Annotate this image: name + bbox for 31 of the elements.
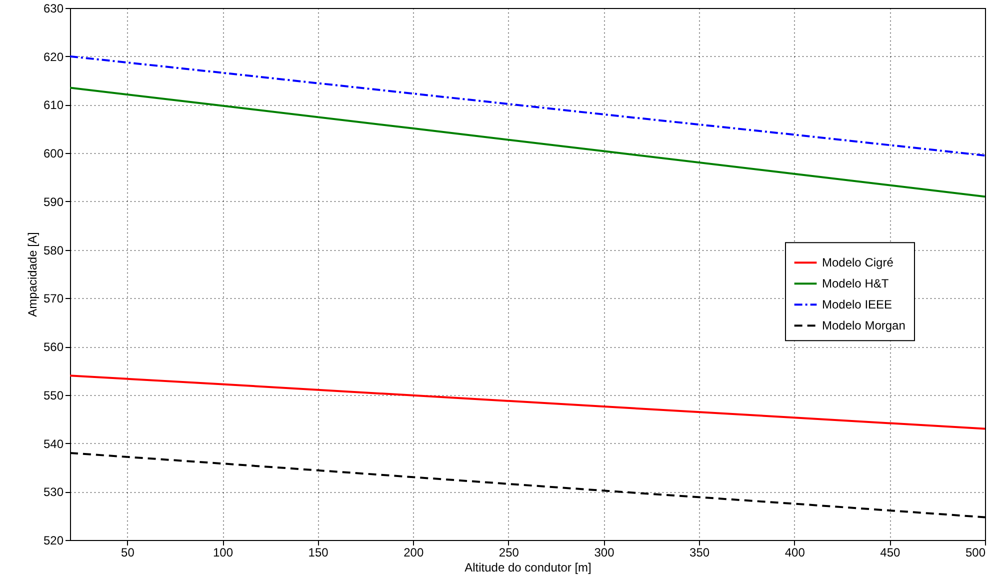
legend-label: Modelo Morgan — [822, 318, 906, 333]
y-tick-label: 570 — [43, 292, 64, 306]
x-tick-label: 350 — [690, 546, 710, 560]
y-tick-label: 520 — [43, 534, 64, 548]
legend-label: Modelo H&T — [822, 276, 890, 291]
y-tick-label: 610 — [43, 98, 64, 112]
y-tick-label: 630 — [43, 2, 64, 16]
x-tick-label: 200 — [404, 546, 424, 560]
x-axis-title: Altitude do condutor [m] — [464, 560, 592, 574]
legend-label: Modelo IEEE — [822, 298, 892, 312]
x-tick-label: 300 — [594, 546, 615, 560]
y-tick-label: 580 — [43, 243, 64, 258]
x-tick-label: 400 — [784, 546, 806, 560]
x-tick-label: 500 — [965, 546, 986, 560]
line-series — [70, 374, 985, 430]
line-series — [70, 55, 985, 157]
x-tick-label: 150 — [308, 546, 329, 560]
x-tick-label: 250 — [498, 546, 520, 560]
y-tick-label: 600 — [43, 146, 64, 161]
y-axis-title: Ampacidade [A] — [25, 232, 40, 317]
y-tick-label: 620 — [43, 50, 64, 64]
y-tick-label: 540 — [43, 436, 64, 451]
legend-label: Modelo Cigré — [822, 256, 894, 270]
y-tick-label: 550 — [43, 388, 64, 402]
y-tick-label: 590 — [43, 194, 64, 209]
y-tick-label: 530 — [43, 485, 64, 500]
y-tick-label: 560 — [43, 340, 64, 354]
line-series — [70, 86, 985, 198]
x-tick-label: 50 — [121, 546, 135, 560]
x-tick-label: 450 — [880, 546, 901, 560]
x-tick-label: 100 — [212, 546, 234, 560]
